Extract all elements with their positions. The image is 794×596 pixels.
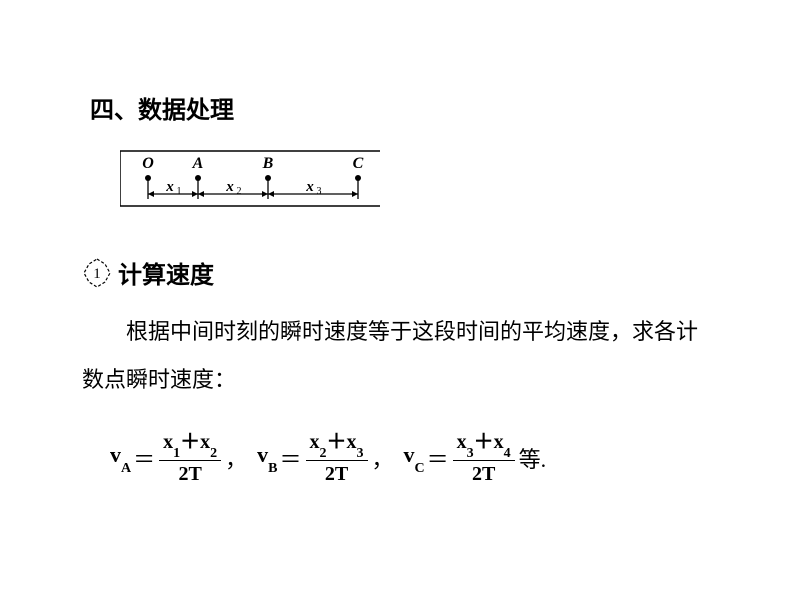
equals-sign: ＝ [280,442,302,474]
formula-trail: 等. [519,442,547,474]
svg-text:x: x [225,179,234,195]
step-title: 计算速度 [118,255,214,290]
svg-text:A: A [192,155,204,172]
svg-text:C: C [353,155,364,172]
formula-trail: ， [372,442,394,474]
svg-text:B: B [262,155,274,172]
svg-text:2: 2 [237,186,242,197]
svg-text:x: x [165,179,174,195]
equals-sign: ＝ [133,442,155,474]
velocity-symbol: vA [110,442,131,472]
formula-term: vB＝x2＋x32T， [257,430,399,486]
svg-text:x: x [305,179,314,195]
body-text-line1: 根据中间时刻的瞬时速度等于这段时间的平均速度，求各计 [82,308,744,356]
equals-sign: ＝ [427,442,449,474]
body-text-line2: 数点瞬时速度： [82,356,744,404]
step-heading: 1 计算速度 [82,255,744,290]
badge-number: 1 [93,266,101,282]
fraction: x3＋x42T [453,430,515,486]
svg-text:3: 3 [317,186,322,197]
velocity-symbol: vB [257,442,277,472]
formula-term: vA＝x1＋x22T， [110,430,253,486]
svg-text:O: O [142,155,154,172]
svg-text:1: 1 [177,186,182,197]
velocity-symbol: vC [404,442,425,472]
section-title: 四、数据处理 [90,90,744,125]
formula-term: vC＝x3＋x42T等. [404,430,553,486]
formula-row: vA＝x1＋x22T，vB＝x2＋x32T，vC＝x3＋x42T等. [110,430,744,486]
formula-trail: ， [225,442,247,474]
fraction: x2＋x32T [306,430,368,486]
step-badge-icon: 1 [82,258,112,288]
motion-diagram: OABCx1x2x3 [120,150,744,215]
fraction: x1＋x22T [159,430,221,486]
